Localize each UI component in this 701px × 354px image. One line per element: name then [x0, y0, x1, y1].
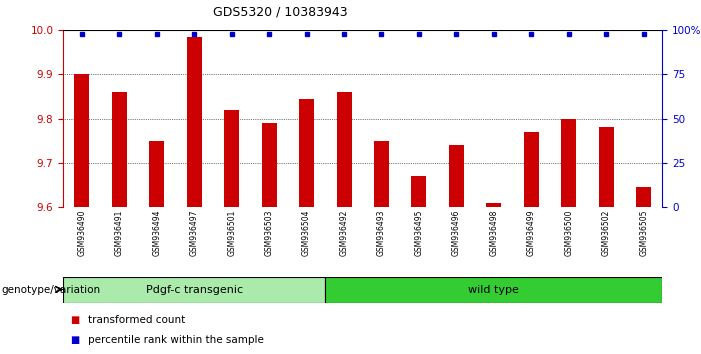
Bar — [111, 92, 127, 207]
Bar — [336, 92, 351, 207]
Text: GSM936491: GSM936491 — [115, 209, 124, 256]
Bar — [486, 203, 501, 207]
Text: GSM936492: GSM936492 — [339, 209, 348, 256]
Text: genotype/variation: genotype/variation — [1, 285, 100, 295]
Text: GSM936501: GSM936501 — [227, 209, 236, 256]
Text: GSM936490: GSM936490 — [77, 209, 86, 256]
Bar — [524, 132, 539, 207]
Text: GSM936493: GSM936493 — [377, 209, 386, 256]
Text: GDS5320 / 10383943: GDS5320 / 10383943 — [213, 5, 348, 18]
Bar — [261, 123, 277, 207]
Bar — [299, 99, 314, 207]
Text: GSM936505: GSM936505 — [639, 209, 648, 256]
Bar — [374, 141, 389, 207]
Bar — [562, 119, 576, 207]
Text: GSM936503: GSM936503 — [264, 209, 273, 256]
Text: GSM936499: GSM936499 — [527, 209, 536, 256]
Bar — [599, 127, 614, 207]
Text: wild type: wild type — [468, 285, 519, 295]
Text: GSM936498: GSM936498 — [489, 209, 498, 256]
Text: percentile rank within the sample: percentile rank within the sample — [88, 335, 264, 345]
Text: GSM936500: GSM936500 — [564, 209, 573, 256]
Bar — [325, 277, 662, 303]
Text: GSM936504: GSM936504 — [302, 209, 311, 256]
Text: ■: ■ — [70, 315, 79, 325]
Text: Pdgf-c transgenic: Pdgf-c transgenic — [146, 285, 243, 295]
Bar — [411, 176, 426, 207]
Bar — [149, 141, 164, 207]
Bar — [449, 145, 464, 207]
Bar — [63, 277, 325, 303]
Text: GSM936497: GSM936497 — [190, 209, 198, 256]
Text: GSM936496: GSM936496 — [452, 209, 461, 256]
Text: GSM936502: GSM936502 — [601, 209, 611, 256]
Bar — [74, 74, 89, 207]
Bar — [637, 187, 651, 207]
Text: ■: ■ — [70, 335, 79, 345]
Bar — [186, 37, 202, 207]
Text: GSM936495: GSM936495 — [414, 209, 423, 256]
Text: GSM936494: GSM936494 — [152, 209, 161, 256]
Text: transformed count: transformed count — [88, 315, 185, 325]
Bar — [224, 110, 239, 207]
